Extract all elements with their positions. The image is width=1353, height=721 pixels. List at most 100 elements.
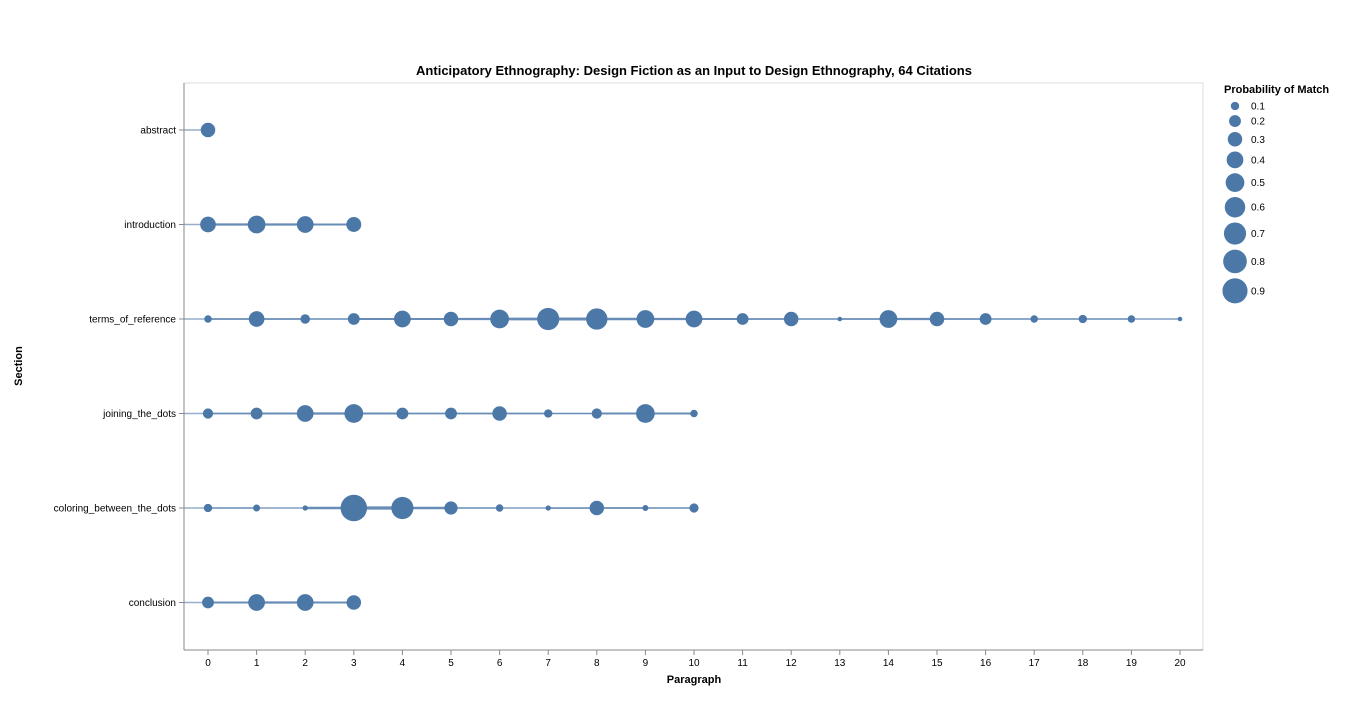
legend-symbol bbox=[1223, 222, 1247, 245]
data-point bbox=[296, 216, 314, 233]
data-point bbox=[253, 504, 261, 512]
data-point bbox=[346, 595, 362, 610]
data-point bbox=[490, 309, 509, 329]
data-point bbox=[396, 407, 409, 420]
legend-label: 0.8 bbox=[1251, 257, 1265, 268]
data-point bbox=[1030, 315, 1038, 323]
x-tick-label: 6 bbox=[497, 658, 503, 669]
legend-label: 0.6 bbox=[1251, 203, 1265, 214]
x-tick-label: 8 bbox=[594, 658, 600, 669]
x-tick-label: 4 bbox=[400, 658, 406, 669]
x-tick-label: 16 bbox=[980, 658, 992, 669]
legend-title: Probability of Match bbox=[1224, 84, 1329, 96]
plot-area bbox=[183, 82, 1204, 651]
data-point bbox=[1127, 315, 1136, 323]
legend-label: 0.9 bbox=[1251, 286, 1265, 297]
data-point bbox=[296, 594, 314, 611]
legend-label: 0.3 bbox=[1251, 135, 1265, 146]
data-points bbox=[200, 122, 1183, 611]
size-legend: Probability of Match 0.1 0.2 0.3 0.4 0.5 0.6 0… bbox=[1222, 84, 1329, 304]
data-point bbox=[347, 313, 360, 325]
x-tick-label: 20 bbox=[1174, 658, 1186, 669]
data-point bbox=[879, 310, 898, 328]
data-point bbox=[636, 310, 655, 328]
data-point bbox=[783, 311, 799, 327]
legend-label: 0.4 bbox=[1251, 155, 1265, 166]
data-point bbox=[302, 505, 308, 511]
data-point bbox=[837, 316, 843, 322]
x-tick-label: 17 bbox=[1029, 658, 1041, 669]
x-tick-label: 0 bbox=[205, 658, 211, 669]
x-tick-label: 9 bbox=[643, 658, 649, 669]
data-point bbox=[586, 308, 608, 330]
data-point bbox=[642, 505, 649, 511]
data-point bbox=[200, 216, 216, 233]
data-point bbox=[1177, 316, 1183, 322]
legend-label: 0.7 bbox=[1251, 229, 1265, 240]
legend-symbol bbox=[1230, 101, 1240, 111]
data-point bbox=[444, 501, 458, 515]
x-tick-label: 13 bbox=[834, 658, 846, 669]
x-tick-label: 10 bbox=[688, 658, 700, 669]
data-point bbox=[300, 314, 310, 324]
data-point bbox=[346, 217, 362, 232]
data-point bbox=[537, 307, 560, 331]
data-point bbox=[736, 313, 749, 325]
x-tick-label: 3 bbox=[351, 658, 357, 669]
data-point bbox=[247, 215, 266, 234]
data-point bbox=[1078, 314, 1087, 324]
x-tick-label: 14 bbox=[883, 658, 895, 669]
data-point bbox=[591, 408, 602, 419]
data-point bbox=[689, 503, 699, 513]
x-tick-label: 2 bbox=[302, 658, 308, 669]
data-point bbox=[492, 406, 507, 421]
data-point bbox=[394, 310, 411, 328]
data-point bbox=[636, 404, 655, 423]
data-point bbox=[443, 311, 459, 327]
data-point bbox=[296, 405, 314, 422]
data-point bbox=[929, 311, 945, 327]
x-tick-label: 12 bbox=[786, 658, 798, 669]
x-tick-label: 15 bbox=[931, 658, 943, 669]
data-point bbox=[544, 409, 553, 418]
legend-label: 0.2 bbox=[1251, 117, 1265, 128]
data-point bbox=[685, 310, 703, 328]
legend-symbol bbox=[1223, 249, 1247, 274]
y-axis: abstract introduction terms_of_referencejo… bbox=[54, 83, 185, 650]
data-point bbox=[690, 409, 698, 418]
data-point bbox=[202, 596, 214, 609]
data-point bbox=[340, 494, 368, 522]
legend-symbol bbox=[1224, 196, 1246, 218]
data-point bbox=[344, 404, 364, 423]
data-point bbox=[200, 122, 216, 138]
legend-label: 0.5 bbox=[1251, 178, 1265, 189]
data-point bbox=[979, 313, 992, 325]
y-tick-label: terms_of_reference bbox=[89, 315, 176, 326]
data-point bbox=[202, 408, 214, 419]
x-tick-label: 19 bbox=[1126, 658, 1138, 669]
data-point bbox=[248, 311, 265, 327]
legend-label: 0.1 bbox=[1251, 102, 1265, 113]
legend-symbol bbox=[1226, 151, 1244, 169]
legend-symbol bbox=[1222, 278, 1248, 304]
x-axis: 0 1 2 3 4 5 6 7 8 9 10 11 12 13 14 15 16 17 18 19 20 bbox=[184, 649, 1203, 669]
data-point bbox=[203, 503, 213, 513]
data-point bbox=[495, 504, 504, 512]
y-axis-title: Section bbox=[13, 346, 25, 386]
series-lines bbox=[184, 129, 1181, 604]
legend-symbol bbox=[1227, 132, 1243, 147]
legend-symbol bbox=[1229, 115, 1241, 128]
x-tick-label: 18 bbox=[1077, 658, 1089, 669]
x-tick-label: 7 bbox=[545, 658, 551, 669]
data-point bbox=[445, 407, 457, 420]
x-tick-label: 5 bbox=[448, 658, 454, 669]
x-tick-label: 1 bbox=[254, 658, 260, 669]
data-point bbox=[545, 505, 551, 511]
legend-symbol bbox=[1225, 173, 1245, 192]
y-tick-label: introduction bbox=[124, 220, 176, 231]
y-tick-label: abstract bbox=[140, 126, 176, 137]
y-tick-label: coloring_between_the_dots bbox=[54, 504, 176, 515]
data-point bbox=[204, 315, 212, 323]
y-tick-label: joining_the_dots bbox=[102, 409, 176, 420]
